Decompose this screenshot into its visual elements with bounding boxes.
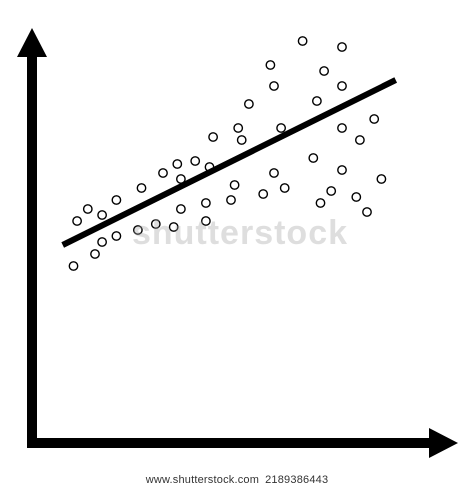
data-point-17 [190,156,201,166]
x-axis-line [27,438,437,448]
x-axis-arrow-icon [429,428,458,458]
data-point-28 [265,60,276,70]
y-axis-line [27,52,37,448]
scatter-chart [17,28,458,458]
data-point-16 [175,204,186,214]
data-point-6 [97,210,108,220]
data-point-11 [150,219,161,229]
data-point-19 [200,198,211,208]
trend-line [61,77,398,248]
data-point-46 [369,114,380,124]
data-point-30 [269,81,279,91]
data-point-23 [229,180,240,190]
data-point-43 [351,192,362,202]
data-point-45 [362,207,372,217]
footer-site: www.shutterstock.com [145,473,260,486]
data-point-41 [337,81,347,91]
data-point-13 [168,222,179,232]
footer: www.shutterstock.com 2189386443 [0,470,474,489]
x-axis [27,428,458,458]
data-point-36 [315,198,326,208]
data-point-39 [337,165,347,175]
data-point-25 [236,135,247,145]
data-point-12 [158,168,168,178]
data-point-35 [311,96,322,106]
data-point-1 [68,261,79,271]
data-point-24 [233,123,244,133]
footer-image-id: 2189386443 [265,473,329,486]
data-point-3 [82,204,93,214]
data-point-31 [276,123,286,133]
data-point-2 [72,216,83,226]
data-points [68,36,387,271]
y-axis [17,28,47,448]
data-point-29 [269,168,279,178]
data-point-7 [111,231,122,241]
data-point-40 [337,123,347,133]
data-point-14 [172,159,183,169]
data-point-8 [111,195,122,205]
data-point-44 [354,135,365,145]
data-point-33 [297,36,308,46]
data-point-5 [97,237,108,247]
data-point-32 [279,183,290,193]
data-point-21 [208,132,219,142]
data-point-10 [136,183,147,193]
y-axis-arrow-icon [17,28,47,57]
data-point-38 [326,186,337,196]
data-point-26 [243,99,254,109]
data-point-37 [319,66,329,76]
data-point-47 [376,174,387,184]
data-point-4 [90,249,100,259]
data-point-42 [337,42,347,52]
data-point-22 [226,195,236,205]
data-point-34 [308,153,319,163]
data-point-18 [200,216,211,226]
data-point-27 [258,189,269,199]
data-point-9 [132,225,143,235]
